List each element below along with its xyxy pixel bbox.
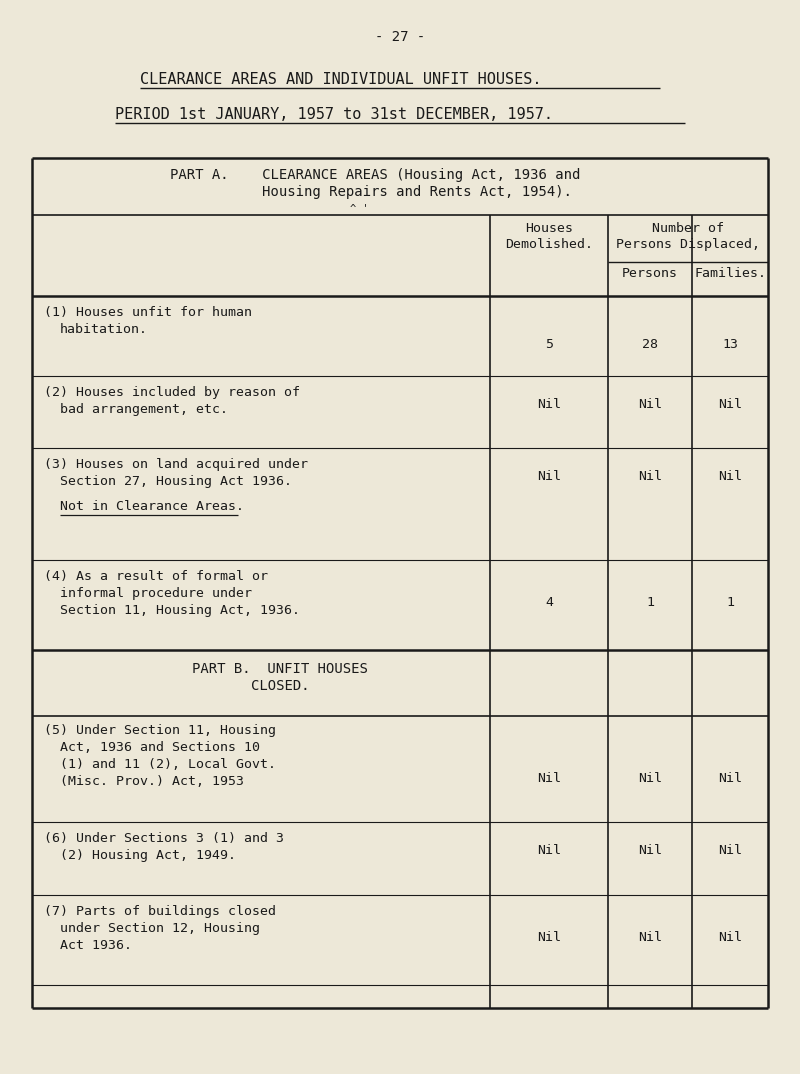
Text: Nil: Nil <box>537 398 561 411</box>
Text: Houses: Houses <box>525 222 573 235</box>
Text: Act, 1936 and Sections 10: Act, 1936 and Sections 10 <box>60 741 260 754</box>
Text: Section 11, Housing Act, 1936.: Section 11, Housing Act, 1936. <box>60 604 300 616</box>
Text: under Section 12, Housing: under Section 12, Housing <box>60 921 260 935</box>
Text: 28: 28 <box>642 338 658 351</box>
Text: Act 1936.: Act 1936. <box>60 939 132 952</box>
Text: (1) and 11 (2), Local Govt.: (1) and 11 (2), Local Govt. <box>60 758 276 771</box>
Text: Nil: Nil <box>718 470 742 483</box>
Text: PART A.    CLEARANCE AREAS (Housing Act, 1936 and: PART A. CLEARANCE AREAS (Housing Act, 19… <box>170 168 580 182</box>
Text: (2) Houses included by reason of: (2) Houses included by reason of <box>44 386 300 400</box>
Text: 1: 1 <box>646 596 654 609</box>
Text: 4: 4 <box>545 596 553 609</box>
Text: Housing Repairs and Rents Act, 1954).: Housing Repairs and Rents Act, 1954). <box>170 185 572 199</box>
Text: Nil: Nil <box>638 931 662 944</box>
Text: Nil: Nil <box>638 398 662 411</box>
Text: Nil: Nil <box>718 398 742 411</box>
Text: Nil: Nil <box>718 931 742 944</box>
Text: Number of: Number of <box>652 222 724 235</box>
Text: CLOSED.: CLOSED. <box>250 679 310 693</box>
Text: (5) Under Section 11, Housing: (5) Under Section 11, Housing <box>44 724 276 737</box>
Text: Persons: Persons <box>622 267 678 280</box>
Text: Nil: Nil <box>537 844 561 857</box>
Text: (1) Houses unfit for human: (1) Houses unfit for human <box>44 306 252 319</box>
Text: - 27 -: - 27 - <box>375 30 425 44</box>
Text: Not in Clearance Areas.: Not in Clearance Areas. <box>60 500 244 513</box>
Text: Nil: Nil <box>638 772 662 785</box>
Text: Nil: Nil <box>718 844 742 857</box>
Text: informal procedure under: informal procedure under <box>60 587 252 600</box>
Text: PART B.  UNFIT HOUSES: PART B. UNFIT HOUSES <box>192 662 368 676</box>
Text: 13: 13 <box>722 338 738 351</box>
Text: (2) Housing Act, 1949.: (2) Housing Act, 1949. <box>60 850 236 862</box>
Text: bad arrangement, etc.: bad arrangement, etc. <box>60 403 228 416</box>
Text: Nil: Nil <box>537 470 561 483</box>
Text: (4) As a result of formal or: (4) As a result of formal or <box>44 570 268 583</box>
Text: (6) Under Sections 3 (1) and 3: (6) Under Sections 3 (1) and 3 <box>44 832 284 845</box>
Text: Nil: Nil <box>638 844 662 857</box>
Text: ^ ': ^ ' <box>350 204 369 214</box>
Text: Nil: Nil <box>537 772 561 785</box>
Text: (3) Houses on land acquired under: (3) Houses on land acquired under <box>44 458 308 471</box>
Text: Nil: Nil <box>537 931 561 944</box>
Text: Demolished.: Demolished. <box>505 238 593 251</box>
Text: 5: 5 <box>545 338 553 351</box>
Text: 1: 1 <box>726 596 734 609</box>
Text: PERIOD 1st JANUARY, 1957 to 31st DECEMBER, 1957.: PERIOD 1st JANUARY, 1957 to 31st DECEMBE… <box>115 107 553 122</box>
Text: habitation.: habitation. <box>60 323 148 336</box>
Text: Nil: Nil <box>638 470 662 483</box>
Text: Persons Displaced,: Persons Displaced, <box>616 238 760 251</box>
Text: Families.: Families. <box>694 267 766 280</box>
Text: CLEARANCE AREAS AND INDIVIDUAL UNFIT HOUSES.: CLEARANCE AREAS AND INDIVIDUAL UNFIT HOU… <box>140 72 542 87</box>
Text: Section 27, Housing Act 1936.: Section 27, Housing Act 1936. <box>60 475 292 488</box>
Text: Nil: Nil <box>718 772 742 785</box>
Text: (Misc. Prov.) Act, 1953: (Misc. Prov.) Act, 1953 <box>60 775 244 788</box>
Text: (7) Parts of buildings closed: (7) Parts of buildings closed <box>44 905 276 918</box>
